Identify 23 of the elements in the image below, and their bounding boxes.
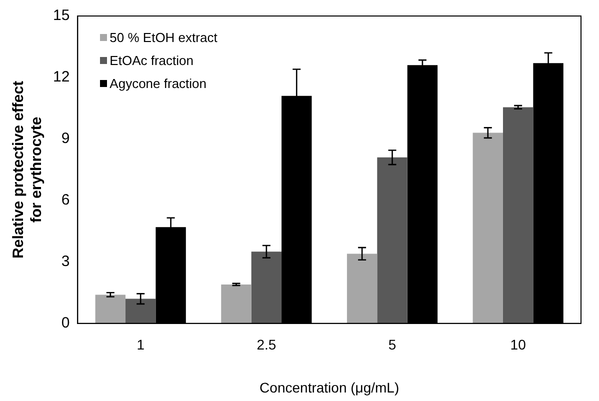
bar (472, 132, 503, 324)
bar (221, 284, 252, 324)
y-tick-label: 6 (61, 192, 70, 209)
y-tick-label: 15 (52, 7, 70, 24)
x-tick-label: 2.5 (256, 336, 276, 353)
legend-label: EtOAc fraction (110, 53, 194, 68)
x-axis-title: Concentration (μg/mL) (260, 379, 400, 396)
bar (346, 254, 378, 324)
y-tick-label: 9 (61, 130, 70, 148)
x-tick-label: 10 (510, 336, 526, 353)
y-tick-label: 0 (61, 314, 70, 332)
x-tick-label: 5 (388, 336, 396, 353)
bar (251, 252, 282, 324)
bar (502, 107, 534, 324)
y-tick-label: 3 (61, 253, 70, 270)
bar (377, 157, 408, 324)
bar (95, 294, 126, 324)
bar (126, 298, 156, 324)
legend-label: 50 % EtOH extract (110, 30, 218, 45)
y-tick-label: 12 (52, 68, 70, 86)
y-axis-title: Relative protective effect for erythrocyte (10, 80, 46, 258)
x-tick-label: 1 (136, 336, 145, 353)
legend-label: Agycone fraction (110, 76, 207, 91)
